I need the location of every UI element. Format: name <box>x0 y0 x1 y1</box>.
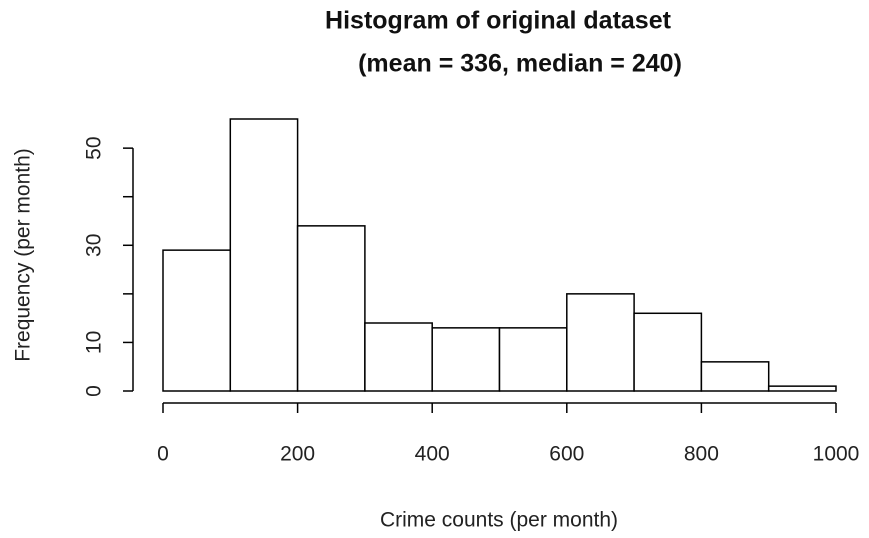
chart-subtitle: (mean = 336, median = 240) <box>358 50 682 78</box>
x-tick-label: 0 <box>157 443 169 466</box>
bar <box>498 327 568 392</box>
y-tick-label: 30 <box>83 234 106 257</box>
x-tick-label: 800 <box>684 443 719 466</box>
bar <box>364 322 433 392</box>
bar <box>431 327 501 392</box>
bar <box>767 385 837 392</box>
y-tick-label: 10 <box>83 331 106 354</box>
y-tick-label: 0 <box>83 385 106 397</box>
bar <box>700 361 770 392</box>
x-tick-label: 1000 <box>813 443 860 466</box>
y-axis-label: Frequency (per month) <box>12 148 35 362</box>
bar <box>566 293 635 392</box>
bar <box>162 249 232 392</box>
bar <box>229 118 299 392</box>
x-tick-label: 600 <box>549 443 584 466</box>
chart-title: Histogram of original dataset <box>325 7 672 35</box>
bar <box>633 312 703 392</box>
y-tick-label: 50 <box>83 136 106 159</box>
x-axis-label: Crime counts (per month) <box>380 509 618 532</box>
x-tick-label: 400 <box>415 443 450 466</box>
x-tick-label: 200 <box>280 443 315 466</box>
bar <box>296 225 366 392</box>
